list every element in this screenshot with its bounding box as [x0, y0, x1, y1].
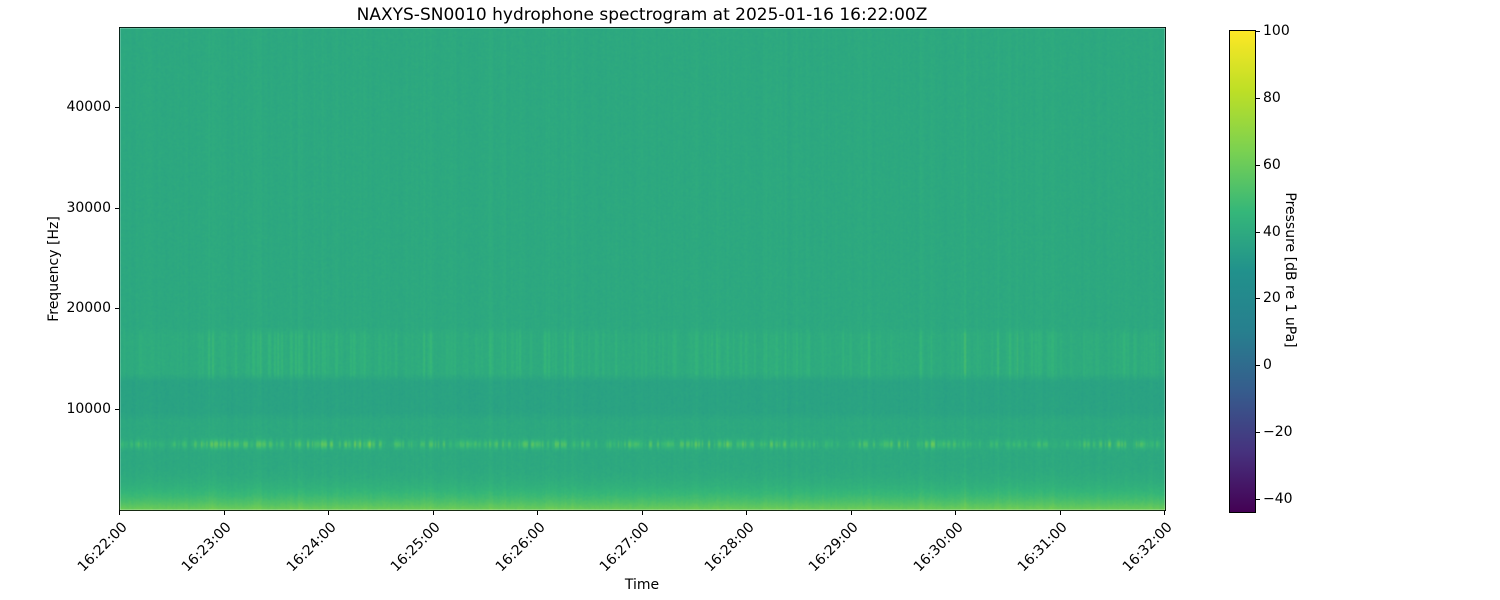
x-tick-label: 16:26:00 [492, 518, 549, 575]
x-tick-mark [1164, 511, 1165, 515]
x-tick-mark [1059, 511, 1061, 515]
colorbar-tick-label: 40 [1263, 223, 1281, 240]
y-tick-label: 20000 [66, 300, 111, 317]
x-tick-mark [537, 511, 538, 515]
x-tick-label: 16:25:00 [387, 518, 444, 575]
colorbar-tick-mark [1256, 498, 1260, 500]
x-tick-mark [432, 511, 434, 515]
x-tick-mark [119, 511, 120, 515]
x-tick-label: 16:29:00 [805, 518, 862, 575]
x-tick-label: 16:22:00 [74, 518, 131, 575]
x-tick-label: 16:31:00 [1014, 518, 1071, 575]
colorbar-tick-label: −20 [1263, 424, 1293, 440]
colorbar-tick-label: −40 [1263, 490, 1293, 507]
y-tick-mark [115, 408, 119, 410]
colorbar-tick-label: 0 [1263, 357, 1272, 374]
x-tick-label: 16:28:00 [701, 518, 758, 575]
colorbar-tick-mark [1256, 164, 1260, 166]
colorbar-tick-label: 80 [1263, 89, 1281, 106]
y-tick-mark [115, 308, 119, 310]
colorbar-label: Pressure [dB re 1 uPa] [1282, 192, 1298, 348]
x-tick-mark [328, 511, 329, 515]
y-tick-mark [115, 207, 119, 209]
colorbar-tick-mark [1256, 365, 1260, 367]
y-tick-label: 40000 [66, 99, 111, 116]
y-tick-label: 30000 [66, 199, 111, 216]
colorbar-tick-mark [1256, 97, 1260, 99]
colorbar-tick-label: 100 [1263, 23, 1290, 40]
colorbar-tick-mark [1256, 31, 1260, 33]
x-tick-label: 16:32:00 [1119, 518, 1176, 575]
x-tick-label: 16:23:00 [178, 518, 235, 575]
chart-title: NAXYS-SN0010 hydrophone spectrogram at 2… [356, 5, 928, 25]
x-tick-mark [746, 511, 747, 515]
colorbar-tick-label: 20 [1263, 290, 1281, 307]
x-tick-label: 16:30:00 [910, 518, 967, 575]
x-axis-label: Time [624, 577, 660, 593]
x-tick-mark [641, 511, 643, 515]
colorbar-tick-label: 60 [1263, 156, 1281, 173]
plot-area [119, 27, 1166, 511]
colorbar-tick-mark [1256, 231, 1260, 233]
x-tick-mark [850, 511, 852, 515]
spectrogram-image [120, 28, 1165, 510]
y-tick-label: 10000 [66, 400, 111, 417]
x-tick-mark [223, 511, 225, 515]
colorbar [1229, 30, 1256, 513]
y-tick-mark [115, 107, 119, 109]
x-tick-label: 16:24:00 [283, 518, 340, 575]
colorbar-tick-mark [1256, 432, 1260, 433]
x-tick-mark [955, 511, 956, 515]
colorbar-tick-mark [1256, 298, 1260, 300]
